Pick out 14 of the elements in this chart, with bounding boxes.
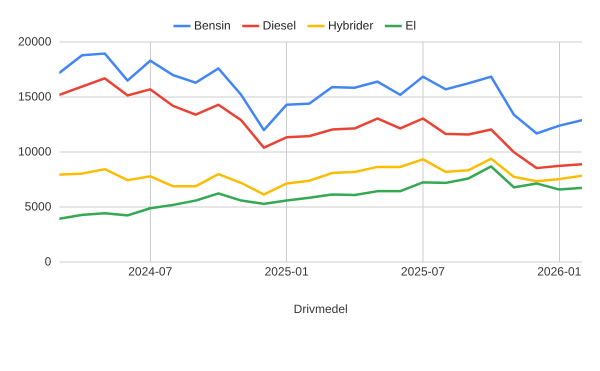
x-axis-title: Drivmedel bbox=[294, 302, 348, 316]
y-tick-label: 15000 bbox=[18, 89, 52, 104]
x-tick-label: 2026-01 bbox=[537, 264, 582, 279]
x-tick-label: 2024-07 bbox=[128, 264, 173, 279]
legend-label: Diesel bbox=[262, 18, 296, 32]
x-tick-label: 2025-01 bbox=[264, 264, 309, 279]
y-tick-label: 0 bbox=[44, 254, 52, 269]
legend-label: El bbox=[405, 18, 416, 32]
legend-label: Bensin bbox=[194, 18, 231, 32]
legend-label: Hybrider bbox=[328, 18, 374, 32]
y-tick-label: 20000 bbox=[18, 34, 52, 48]
y-tick-label: 10000 bbox=[18, 144, 52, 158]
x-tick-label: 2025-07 bbox=[400, 264, 446, 279]
y-tick-label: 5000 bbox=[24, 199, 52, 214]
